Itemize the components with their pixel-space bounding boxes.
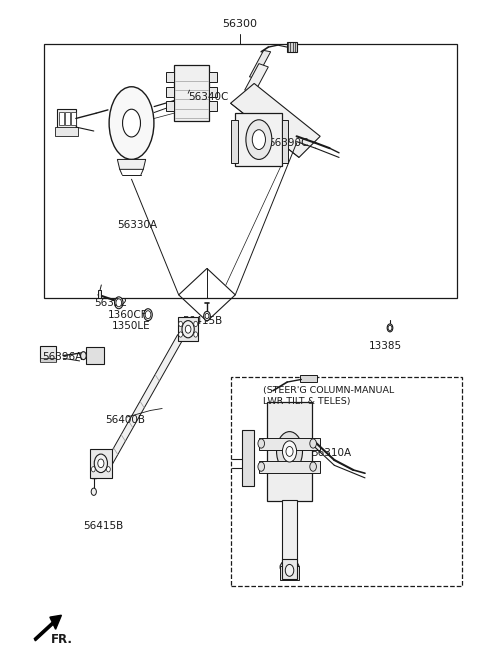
Ellipse shape [185,325,191,333]
Bar [300,375,317,382]
Bar [174,65,209,121]
Bar [71,112,76,125]
Bar [259,438,320,450]
Bar [235,113,282,166]
Ellipse shape [246,120,272,159]
Ellipse shape [285,565,294,576]
Ellipse shape [387,324,393,332]
Circle shape [310,462,316,471]
Text: FR.: FR. [51,634,73,646]
Text: 1360CF: 1360CF [108,310,147,320]
Bar [59,112,64,125]
Text: LWR TILT & TELES): LWR TILT & TELES) [263,397,350,406]
Ellipse shape [94,454,108,472]
Bar [259,462,320,473]
Circle shape [107,467,110,472]
Text: 56310A: 56310A [311,448,351,458]
Bar [57,109,76,128]
Ellipse shape [182,320,194,338]
Bar [40,359,56,362]
Bar [282,500,297,573]
Bar [280,566,299,580]
Ellipse shape [286,446,293,456]
Bar [287,43,297,52]
Circle shape [258,462,264,471]
Bar [282,120,288,163]
Bar [55,127,78,136]
Bar [166,101,174,111]
Ellipse shape [204,311,210,320]
Bar [230,120,238,163]
Bar [44,43,457,298]
Bar [209,101,217,111]
Circle shape [205,313,209,318]
Text: 1350LE: 1350LE [112,321,150,331]
Ellipse shape [252,130,265,149]
Circle shape [310,439,316,448]
Text: (STEER'G COLUMN-MANUAL: (STEER'G COLUMN-MANUAL [263,386,394,395]
Ellipse shape [109,87,154,159]
Circle shape [179,332,182,337]
Text: 13385: 13385 [369,341,402,351]
Ellipse shape [91,488,96,495]
Text: 56396A: 56396A [42,352,82,362]
Bar [209,72,217,82]
Bar [40,347,56,361]
Circle shape [179,321,182,326]
Polygon shape [250,50,271,78]
Bar [166,87,174,96]
Polygon shape [245,64,268,94]
Ellipse shape [98,459,104,468]
Bar [98,290,101,298]
Text: 56340C: 56340C [188,92,228,102]
Bar [282,559,297,579]
Circle shape [116,299,121,307]
Text: 56390C: 56390C [268,138,309,148]
Circle shape [194,332,198,337]
Polygon shape [230,84,320,157]
Circle shape [258,439,264,448]
Ellipse shape [144,308,152,320]
Bar [267,402,312,501]
Ellipse shape [280,560,299,574]
Bar [178,317,199,341]
Circle shape [91,467,95,472]
Circle shape [194,321,198,326]
Circle shape [145,310,151,318]
Text: 56300: 56300 [223,19,257,29]
Text: 56400B: 56400B [106,415,145,425]
Ellipse shape [276,432,302,471]
Ellipse shape [115,297,123,308]
Circle shape [388,325,392,330]
Text: 56415B: 56415B [182,316,223,326]
Bar [166,72,174,82]
Bar [65,112,70,125]
Ellipse shape [122,109,141,137]
Bar [86,347,104,364]
Ellipse shape [282,441,297,462]
Polygon shape [102,334,182,474]
Bar [242,430,254,486]
Bar [90,449,112,478]
Text: 56330A: 56330A [118,221,157,231]
Text: 56415B: 56415B [84,521,124,531]
Bar [209,87,217,96]
FancyArrow shape [34,615,61,641]
Ellipse shape [81,352,86,360]
Polygon shape [118,159,145,169]
Bar [230,377,462,585]
Text: 56322: 56322 [94,298,127,308]
